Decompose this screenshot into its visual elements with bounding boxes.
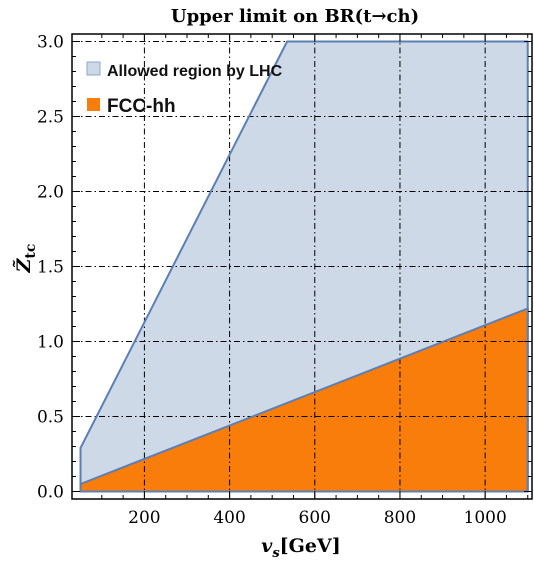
x-tick-label: 200 xyxy=(128,508,160,528)
x-tick-label: 800 xyxy=(384,508,416,528)
y-tick-label: 3.0 xyxy=(37,33,64,53)
x-tick-label: 400 xyxy=(213,508,245,528)
chart-title: Upper limit on BR(t→ch) xyxy=(171,6,419,27)
x-tick-label: 600 xyxy=(299,508,331,528)
y-tick-label: 1.5 xyxy=(37,258,64,278)
y-tick-label: 0.5 xyxy=(37,408,64,428)
area-fcc-hh xyxy=(80,308,528,492)
legend-label-fcc: FCC-hh xyxy=(107,96,176,117)
y-tick-label: 2.5 xyxy=(37,108,64,128)
legend-swatch-allowed xyxy=(86,61,101,76)
tick-layer: 200 400 600 800 1000 0.0 0.5 1.0 1.5 2.0 2.5 3.0 xyxy=(37,33,532,528)
legend-swatch-fcc xyxy=(87,98,100,111)
y-axis-label: Z̃tc xyxy=(13,244,39,274)
y-tick-label: 1.0 xyxy=(37,333,64,353)
x-tick-label: 1000 xyxy=(464,508,507,528)
x-axis-label: vs[GeV] xyxy=(261,535,340,561)
y-tick-label: 2.0 xyxy=(37,183,64,203)
legend: Allowed region by LHC FCC-hh xyxy=(86,61,283,117)
grid-layer xyxy=(72,34,532,499)
y-tick-label: 0.0 xyxy=(37,483,64,503)
legend-label-allowed: Allowed region by LHC xyxy=(107,63,283,80)
